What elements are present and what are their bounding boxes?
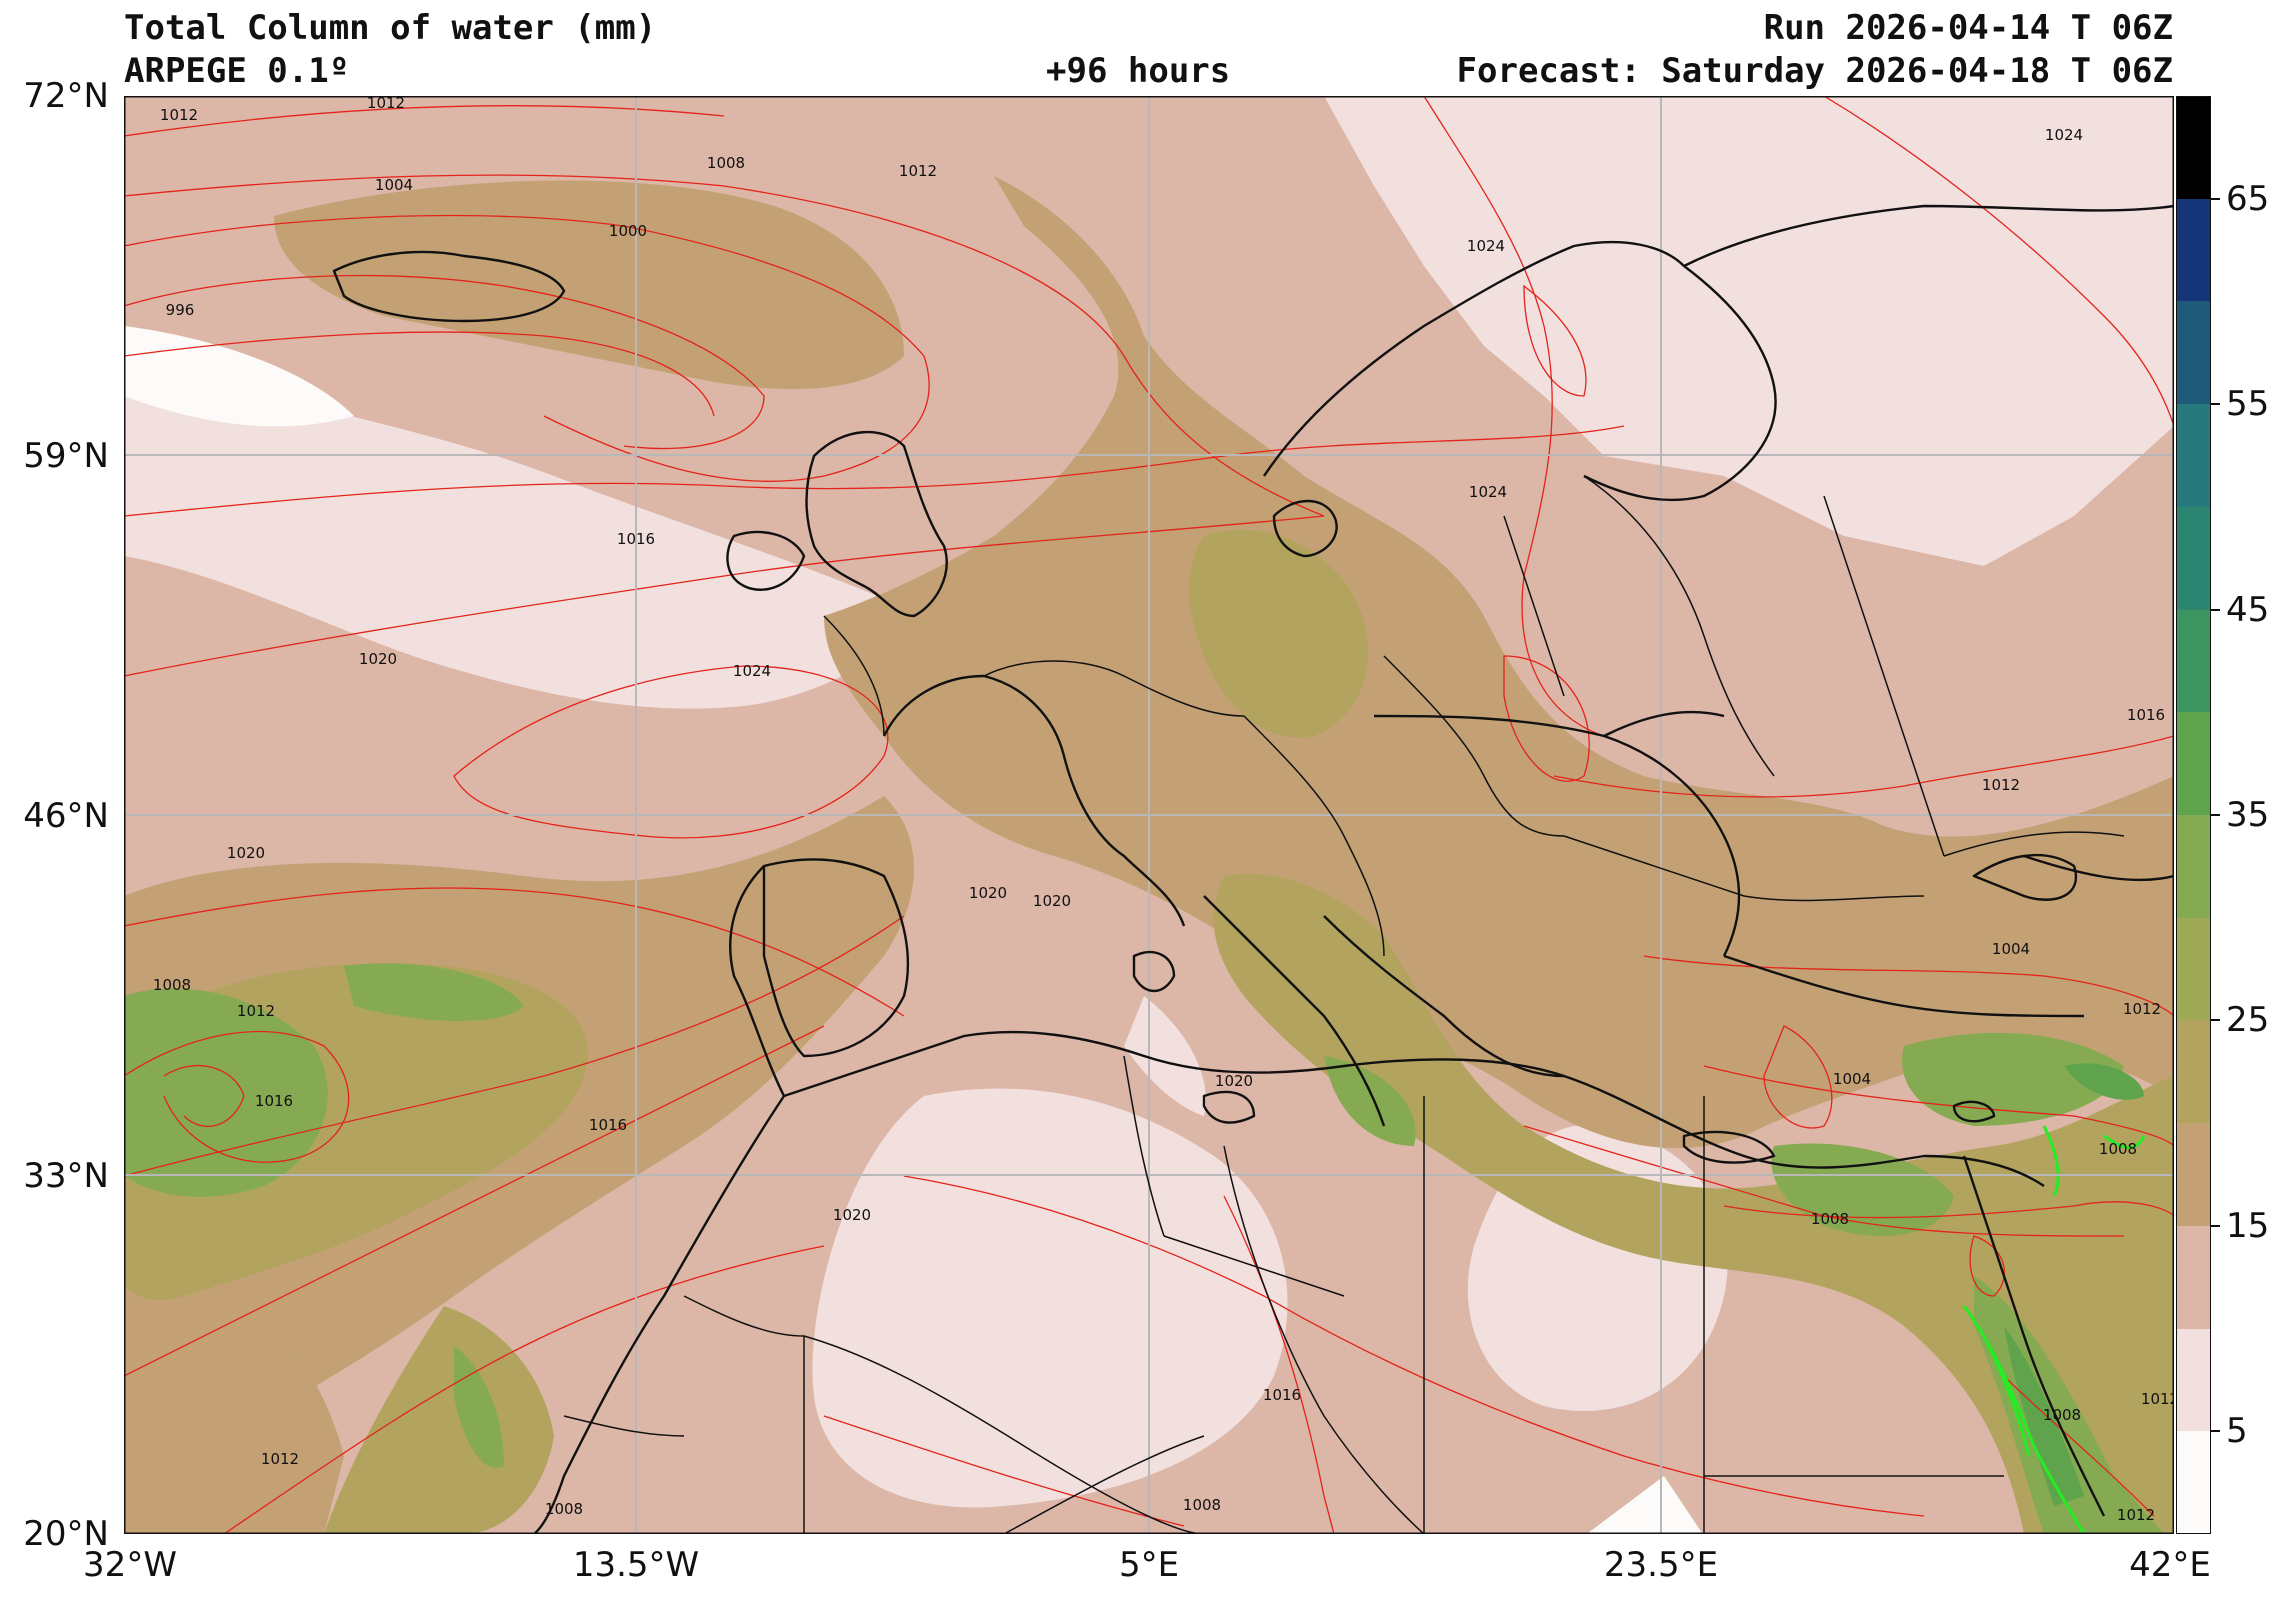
colorbar-tick-label: 35 (2226, 795, 2270, 835)
isobar-label: 1008 (2043, 1406, 2081, 1424)
lat-label-33n: 33°N (23, 1156, 109, 1196)
colorbar-tick-label: 65 (2226, 178, 2270, 219)
isobar-label: 1016 (2127, 706, 2165, 724)
colorbar-segment (2176, 815, 2211, 918)
lat-lon-grid (124, 96, 2174, 1534)
colorbar-segment (2176, 404, 2211, 507)
model-name: ARPEGE 0.1º (124, 51, 350, 91)
map-frame (124, 96, 2174, 1534)
isobar-label: 1012 (160, 106, 198, 124)
isobar-label: 1024 (1469, 483, 1507, 501)
lon-label-42e: 42°E (2129, 1545, 2211, 1585)
isobar-label: 1008 (545, 1500, 583, 1518)
colorbar-tick-label: 45 (2226, 589, 2270, 630)
isobar-label: 1008 (153, 976, 191, 994)
isobar-lines (124, 96, 2174, 1534)
isobar-label: 1020 (227, 844, 265, 862)
high-water-contour (1962, 1125, 2146, 1534)
isobar-label: 1016 (589, 1116, 627, 1134)
colorbar-segment (2176, 917, 2211, 1021)
isobar-label: 1020 (359, 650, 397, 668)
lat-label-72n: 72°N (23, 76, 109, 116)
run-time: Run 2026-04-14 T 06Z (1763, 8, 2173, 48)
isobar-label: 1024 (733, 662, 771, 680)
colorbar-tick (2211, 1430, 2220, 1433)
isobar-label: 1016 (617, 530, 655, 548)
colorbar (2176, 96, 2211, 1534)
isobar-label: 1004 (1992, 940, 2030, 958)
colorbar-segment (2176, 1020, 2211, 1124)
colorbar-tick (2211, 197, 2220, 200)
colorbar-segment (2176, 198, 2211, 302)
colorbar-segment (2176, 1328, 2211, 1432)
isobar-label: 1008 (707, 154, 745, 172)
colorbar-segment (2176, 1431, 2211, 1534)
isobar-label: 1020 (1215, 1072, 1253, 1090)
colorbar-segment (2176, 301, 2211, 405)
lon-label-13-5w: 13.5°W (572, 1545, 700, 1585)
isobar-label: 1016 (255, 1092, 293, 1110)
isobar-label: 1020 (969, 884, 1007, 902)
lon-label-5e: 5°E (1118, 1545, 1180, 1585)
forecast-lead-time: +96 hours (1046, 51, 1231, 91)
isobar-label: 1012 (1982, 776, 2020, 794)
colorbar-segment (2176, 609, 2211, 713)
isobar-label: 1008 (1183, 1496, 1221, 1514)
colorbar-tick (2211, 814, 2220, 816)
colorbar-tick-label: 55 (2226, 384, 2270, 425)
isobar-label: 1024 (2045, 126, 2083, 144)
colorbar-tick (2211, 608, 2220, 611)
colorbar-tick (2211, 1224, 2220, 1227)
isobar-label: 1024 (1467, 237, 1505, 255)
lat-label-46n: 46°N (23, 796, 109, 836)
isobar-label: 1012 (2141, 1390, 2174, 1408)
isobar-label: 1004 (375, 176, 413, 194)
colorbar-segment (2176, 712, 2211, 815)
isobar-label: 1012 (367, 96, 405, 112)
isobar-label: 1000 (609, 222, 647, 240)
isobar-label: 1012 (2123, 1000, 2161, 1018)
water-field-green (124, 963, 2164, 1534)
country-borders (563, 475, 2125, 1534)
map-title: Total Column of water (mm) (124, 8, 657, 48)
forecast-map: 1012 1012 1004 1008 1012 1000 996 1024 1… (124, 96, 2174, 1534)
isobar-label: 1012 (261, 1450, 299, 1468)
isobar-label-group: 1012 1012 1004 1008 1012 1000 996 1024 1… (153, 96, 2174, 1524)
lat-label-59n: 59°N (23, 436, 109, 476)
colorbar-segment (2176, 1123, 2211, 1226)
isobar-label: 1012 (237, 1002, 275, 1020)
isobar-label: 1008 (1811, 1210, 1849, 1228)
lon-label-32w: 32°W (83, 1545, 177, 1585)
isobar-label: 1020 (1033, 892, 1071, 910)
colorbar-segment (2176, 1225, 2211, 1329)
colorbar-segment (2176, 96, 2211, 199)
isobar-label: 1008 (2099, 1140, 2137, 1158)
colorbar-segment (2176, 506, 2211, 610)
colorbar-tick-label: 5 (2226, 1411, 2248, 1452)
water-field-deep-green (2004, 1063, 2144, 1506)
colorbar-tick-label: 25 (2226, 1000, 2270, 1041)
isobar-label: 1012 (2117, 1506, 2155, 1524)
lon-label-23-5e: 23.5°E (1603, 1545, 1719, 1585)
colorbar-tick (2211, 403, 2220, 406)
colorbar-tick-label: 15 (2226, 1205, 2270, 1246)
isobar-label: 996 (166, 301, 195, 319)
isobar-label: 1004 (1833, 1070, 1871, 1088)
coastlines (332, 204, 2174, 1534)
forecast-valid-time: Forecast: Saturday 2026-04-18 T 06Z (1456, 51, 2173, 91)
isobar-label: 1012 (899, 162, 937, 180)
isobar-label: 1020 (833, 1206, 871, 1224)
lat-label-20n: 20°N (23, 1514, 109, 1554)
isobar-label: 1016 (1263, 1386, 1301, 1404)
colorbar-tick (2211, 1019, 2220, 1022)
